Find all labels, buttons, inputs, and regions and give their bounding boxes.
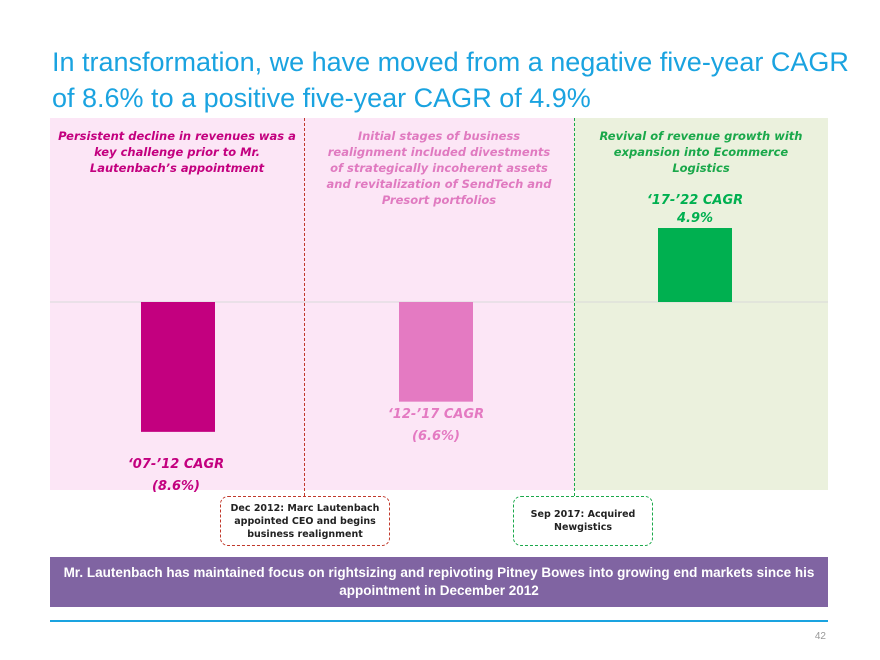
bar-value-label: (8.6%) <box>152 479 200 494</box>
callout-text: Sep 2017: Acquired Newgistics <box>530 509 636 533</box>
panel-pre-2012: Persistent decline in revenues was a key… <box>50 118 304 490</box>
bar-category-label: ‘12-’17 CAGR <box>388 407 484 422</box>
callout-dec-2012: Dec 2012: Marc Lautenbach appointed CEO … <box>220 496 390 546</box>
page-title: In transformation, we have moved from a … <box>52 47 849 113</box>
bar-3 <box>658 228 732 302</box>
panel-text: Persistent decline in revenues was a key… <box>58 129 296 175</box>
summary-banner: Mr. Lautenbach has maintained focus on r… <box>50 557 828 607</box>
panel-text: Initial stages of business realignment i… <box>326 129 552 207</box>
bar-value-label: (6.6%) <box>412 429 460 444</box>
banner-text: Mr. Lautenbach has maintained focus on r… <box>63 565 815 598</box>
bar-category-label: ‘07-’12 CAGR <box>128 457 224 472</box>
bar-value-label: 4.9% <box>676 211 713 226</box>
footer-rule <box>50 620 828 622</box>
page-number: 42 <box>814 631 826 642</box>
callout-text: Dec 2012: Marc Lautenbach appointed CEO … <box>230 502 380 540</box>
bar-category-label: ‘17-’22 CAGR <box>647 193 743 208</box>
callout-sep-2017: Sep 2017: Acquired Newgistics <box>513 496 653 546</box>
panel-text: Revival of revenue growth with expansion… <box>599 129 803 175</box>
divider-dec-2012 <box>304 118 305 496</box>
bar-2 <box>399 302 473 402</box>
bar-1 <box>141 302 215 432</box>
divider-sep-2017 <box>574 118 575 496</box>
panel-2017-2022: Revival of revenue growth with expansion… <box>574 118 828 490</box>
